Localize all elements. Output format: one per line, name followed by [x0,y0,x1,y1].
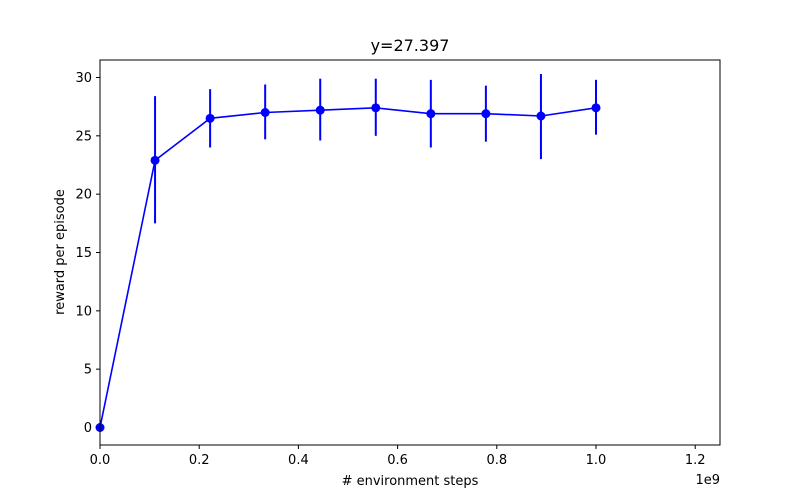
y-tick-label: 0 [84,421,92,436]
data-point [150,155,160,165]
x-tick-label: 0.0 [90,453,111,468]
x-tick-label: 0.8 [486,453,507,468]
data-point [591,103,601,113]
data-point [371,103,381,113]
x-tick-label: 1.2 [685,453,706,468]
data-point [536,111,546,121]
y-axis-label: reward per episode [53,189,68,315]
x-tick-label: 0.6 [387,453,408,468]
data-point [481,109,491,119]
x-axis-label: # environment steps [342,474,479,489]
x-tick-label: 1.0 [586,453,607,468]
x-tick-label: 0.4 [288,453,309,468]
y-tick-label: 15 [75,246,92,261]
y-tick-label: 10 [75,304,92,319]
chart-title: y=27.397 [371,36,450,55]
y-tick-label: 30 [75,71,92,86]
y-tick-label: 5 [84,363,92,378]
x-offset-label: 1e9 [695,473,720,488]
data-point [205,113,215,123]
x-tick-label: 0.2 [189,453,210,468]
y-tick-label: 25 [75,129,92,144]
data-point [426,109,436,119]
data-point [260,108,270,117]
data-point [315,105,325,115]
y-tick-label: 20 [75,188,92,203]
series-line [99,107,597,428]
